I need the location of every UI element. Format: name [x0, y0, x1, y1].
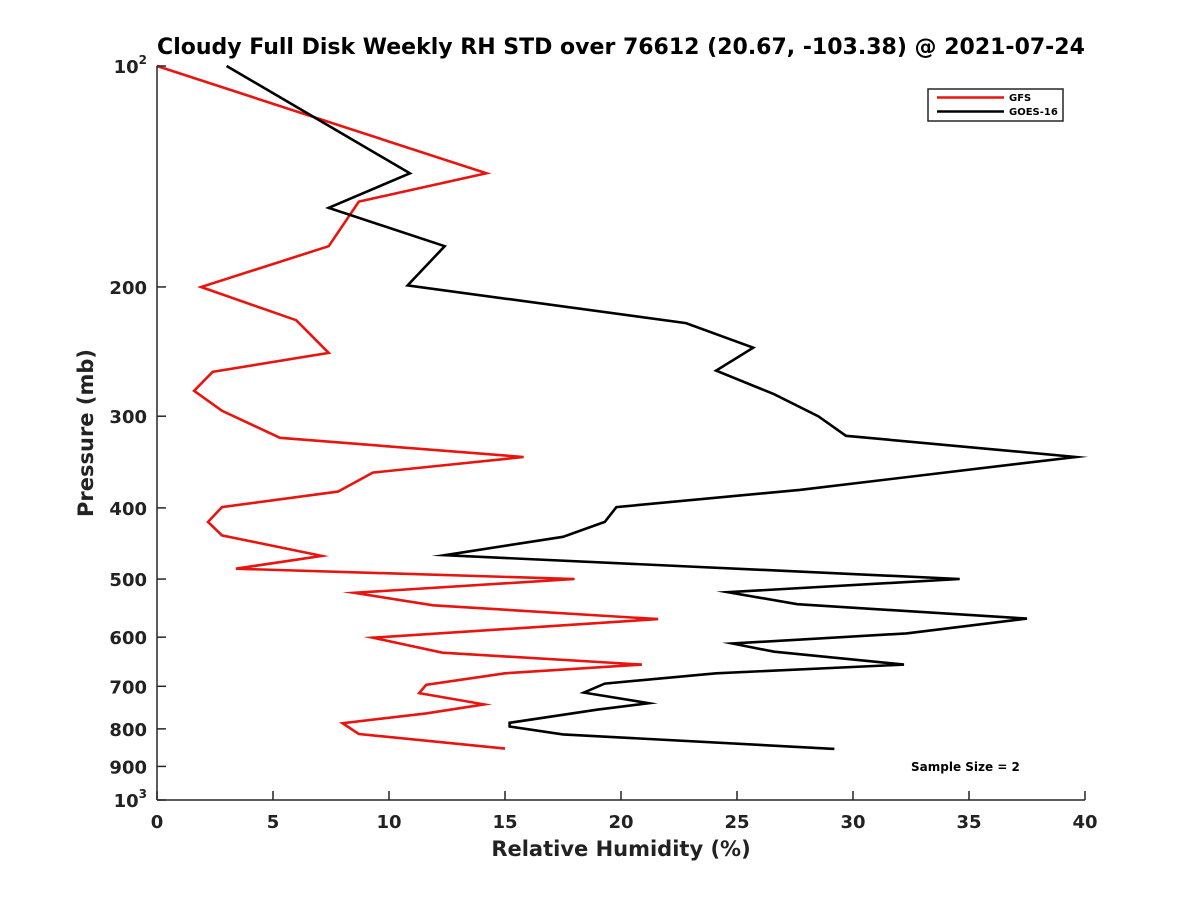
- sample-size-annotation: Sample Size = 2: [911, 760, 1020, 774]
- x-tick-label: 35: [956, 812, 981, 833]
- legend-box: [927, 88, 1064, 122]
- chart-title: Cloudy Full Disk Weekly RH STD over 7661…: [157, 35, 1085, 60]
- y-tick-label: 600: [109, 628, 147, 649]
- y-ticks: 102 200 300 400 500 600 700 800 900 103: [109, 53, 166, 812]
- y-axis-label: Pressure (mb): [74, 349, 98, 517]
- series-line-goes-16: [225, 64, 1089, 751]
- plot-background: [157, 66, 1085, 800]
- legend-label-gfs: GFS: [1009, 93, 1031, 104]
- y-tick-label: 400: [109, 499, 147, 520]
- series-layer: [156, 64, 1089, 751]
- y-tick-label: 900: [109, 757, 147, 778]
- legend: GFS GOES-16: [927, 88, 1064, 122]
- y-tick-label: 200: [109, 278, 147, 299]
- x-tick-label: 25: [724, 812, 749, 833]
- x-tick-label: 5: [267, 812, 280, 833]
- legend-label-goes16: GOES-16: [1009, 107, 1058, 118]
- x-tick-label: 0: [151, 812, 164, 833]
- x-tick-label: 15: [492, 812, 517, 833]
- y-tick-label: 700: [109, 677, 147, 698]
- x-tick-label: 20: [608, 812, 633, 833]
- y-tick-label: 300: [109, 407, 147, 428]
- y-tick-label: 800: [109, 720, 147, 741]
- y-tick-label: 103: [114, 787, 147, 812]
- series-line-gfs: [156, 64, 659, 750]
- x-tick-label: 10: [376, 812, 401, 833]
- x-axis-label: Relative Humidity (%): [491, 837, 750, 861]
- x-tick-label: 40: [1072, 812, 1097, 833]
- y-tick-label: 500: [109, 570, 147, 591]
- y-tick-label: 102: [114, 53, 147, 78]
- x-tick-label: 30: [840, 812, 865, 833]
- x-ticks: 0 5 10 15 20 25 30 35 40: [151, 791, 1098, 833]
- plot-area: 0 5 10 15 20 25 30 35 40 102 200 300 400 500 600 700 80…: [109, 53, 1097, 833]
